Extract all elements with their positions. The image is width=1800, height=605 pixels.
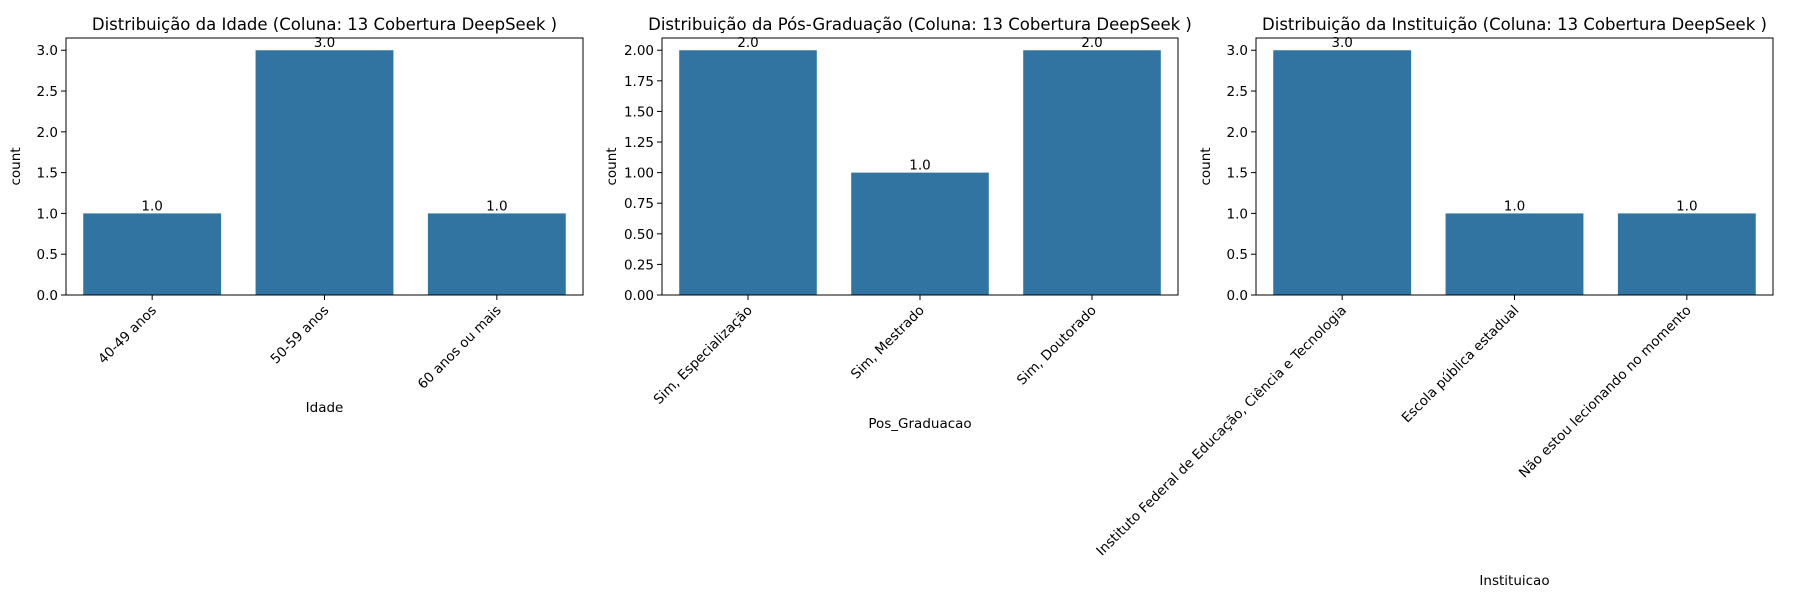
x-tick-label: 50-59 anos <box>268 303 333 368</box>
chart-panel-2: Distribuição da Pós-Graduação (Coluna: 1… <box>604 15 1192 408</box>
y-axis-label: count <box>1198 147 1214 185</box>
y-tick-label: 2.5 <box>37 84 58 100</box>
bar <box>427 213 566 295</box>
bar <box>1273 50 1412 295</box>
y-axis-label: count <box>8 147 24 185</box>
bar <box>1023 50 1161 295</box>
x-tick-label: Sim, Mestrado <box>848 303 928 383</box>
chart-panel-1: Distribuição da Idade (Coluna: 13 Cobert… <box>8 15 584 393</box>
y-tick-label: 0.5 <box>1227 247 1248 263</box>
bar-value-label: 1.0 <box>1504 198 1525 214</box>
x-tick-label: Escola pública estadual <box>1399 303 1523 427</box>
y-tick-label: 0.25 <box>624 257 654 273</box>
bar-value-label: 3.0 <box>314 35 335 51</box>
x-tick-label: 40-49 anos <box>95 303 160 368</box>
y-tick-label: 0.0 <box>1227 288 1248 304</box>
y-tick-label: 0.50 <box>624 227 654 243</box>
bar <box>1445 213 1584 295</box>
x-tick-label: Sim, Especialização <box>651 303 756 408</box>
bar-value-label: 1.0 <box>909 158 930 174</box>
y-tick-label: 2.0 <box>37 125 58 141</box>
bar <box>255 50 394 295</box>
bar <box>679 50 817 295</box>
y-tick-label: 0.75 <box>624 196 654 212</box>
x-axis-label: Idade <box>306 400 344 416</box>
y-tick-label: 1.0 <box>37 206 58 222</box>
bar-value-label: 1.0 <box>486 198 507 214</box>
y-tick-label: 3.0 <box>1227 43 1248 59</box>
chart-panel-3: Distribuição da Instituição (Coluna: 13 … <box>1093 15 1774 560</box>
bar <box>851 172 989 295</box>
axes-frame <box>65 37 584 296</box>
bar-value-label: 3.0 <box>1331 35 1352 51</box>
chart-title: Distribuição da Pós-Graduação (Coluna: 1… <box>648 15 1192 34</box>
bar-value-label: 1.0 <box>1676 198 1697 214</box>
y-tick-label: 2.00 <box>624 43 654 59</box>
axes-frame <box>661 37 1179 296</box>
x-tick-label: Sim, Doutorado <box>1014 303 1100 389</box>
y-tick-label: 0.0 <box>37 288 58 304</box>
chart-title: Distribuição da Idade (Coluna: 13 Cobert… <box>92 15 557 34</box>
y-tick-label: 1.5 <box>37 166 58 182</box>
chart-title: Distribuição da Instituição (Coluna: 13 … <box>1262 15 1767 34</box>
y-tick-label: 1.5 <box>1227 166 1248 182</box>
y-tick-label: 2.5 <box>1227 84 1248 100</box>
y-tick-label: 0.00 <box>624 288 654 304</box>
y-tick-label: 3.0 <box>37 43 58 59</box>
y-tick-label: 1.25 <box>624 135 654 151</box>
x-tick-label: Não estou lecionando no momento <box>1516 303 1695 482</box>
x-tick-label: Instituto Federal de Educação, Ciência e… <box>1093 303 1350 560</box>
x-axis-label: Pos_Graduacao <box>868 416 971 432</box>
y-tick-label: 2.0 <box>1227 125 1248 141</box>
y-tick-label: 1.0 <box>1227 206 1248 222</box>
bar-value-label: 2.0 <box>737 35 758 51</box>
y-tick-label: 1.75 <box>624 74 654 90</box>
y-tick-label: 0.5 <box>37 247 58 263</box>
x-tick-label: 60 anos ou mais <box>415 303 505 393</box>
axes-frame <box>1255 37 1774 296</box>
x-axis-label: Instituicao <box>1479 573 1549 589</box>
y-tick-label: 1.00 <box>624 166 654 182</box>
bar <box>1617 213 1756 295</box>
bar-value-label: 2.0 <box>1081 35 1102 51</box>
y-tick-label: 1.50 <box>624 104 654 120</box>
y-axis-label: count <box>604 147 620 185</box>
bar <box>83 213 222 295</box>
bar-value-label: 1.0 <box>141 198 162 214</box>
